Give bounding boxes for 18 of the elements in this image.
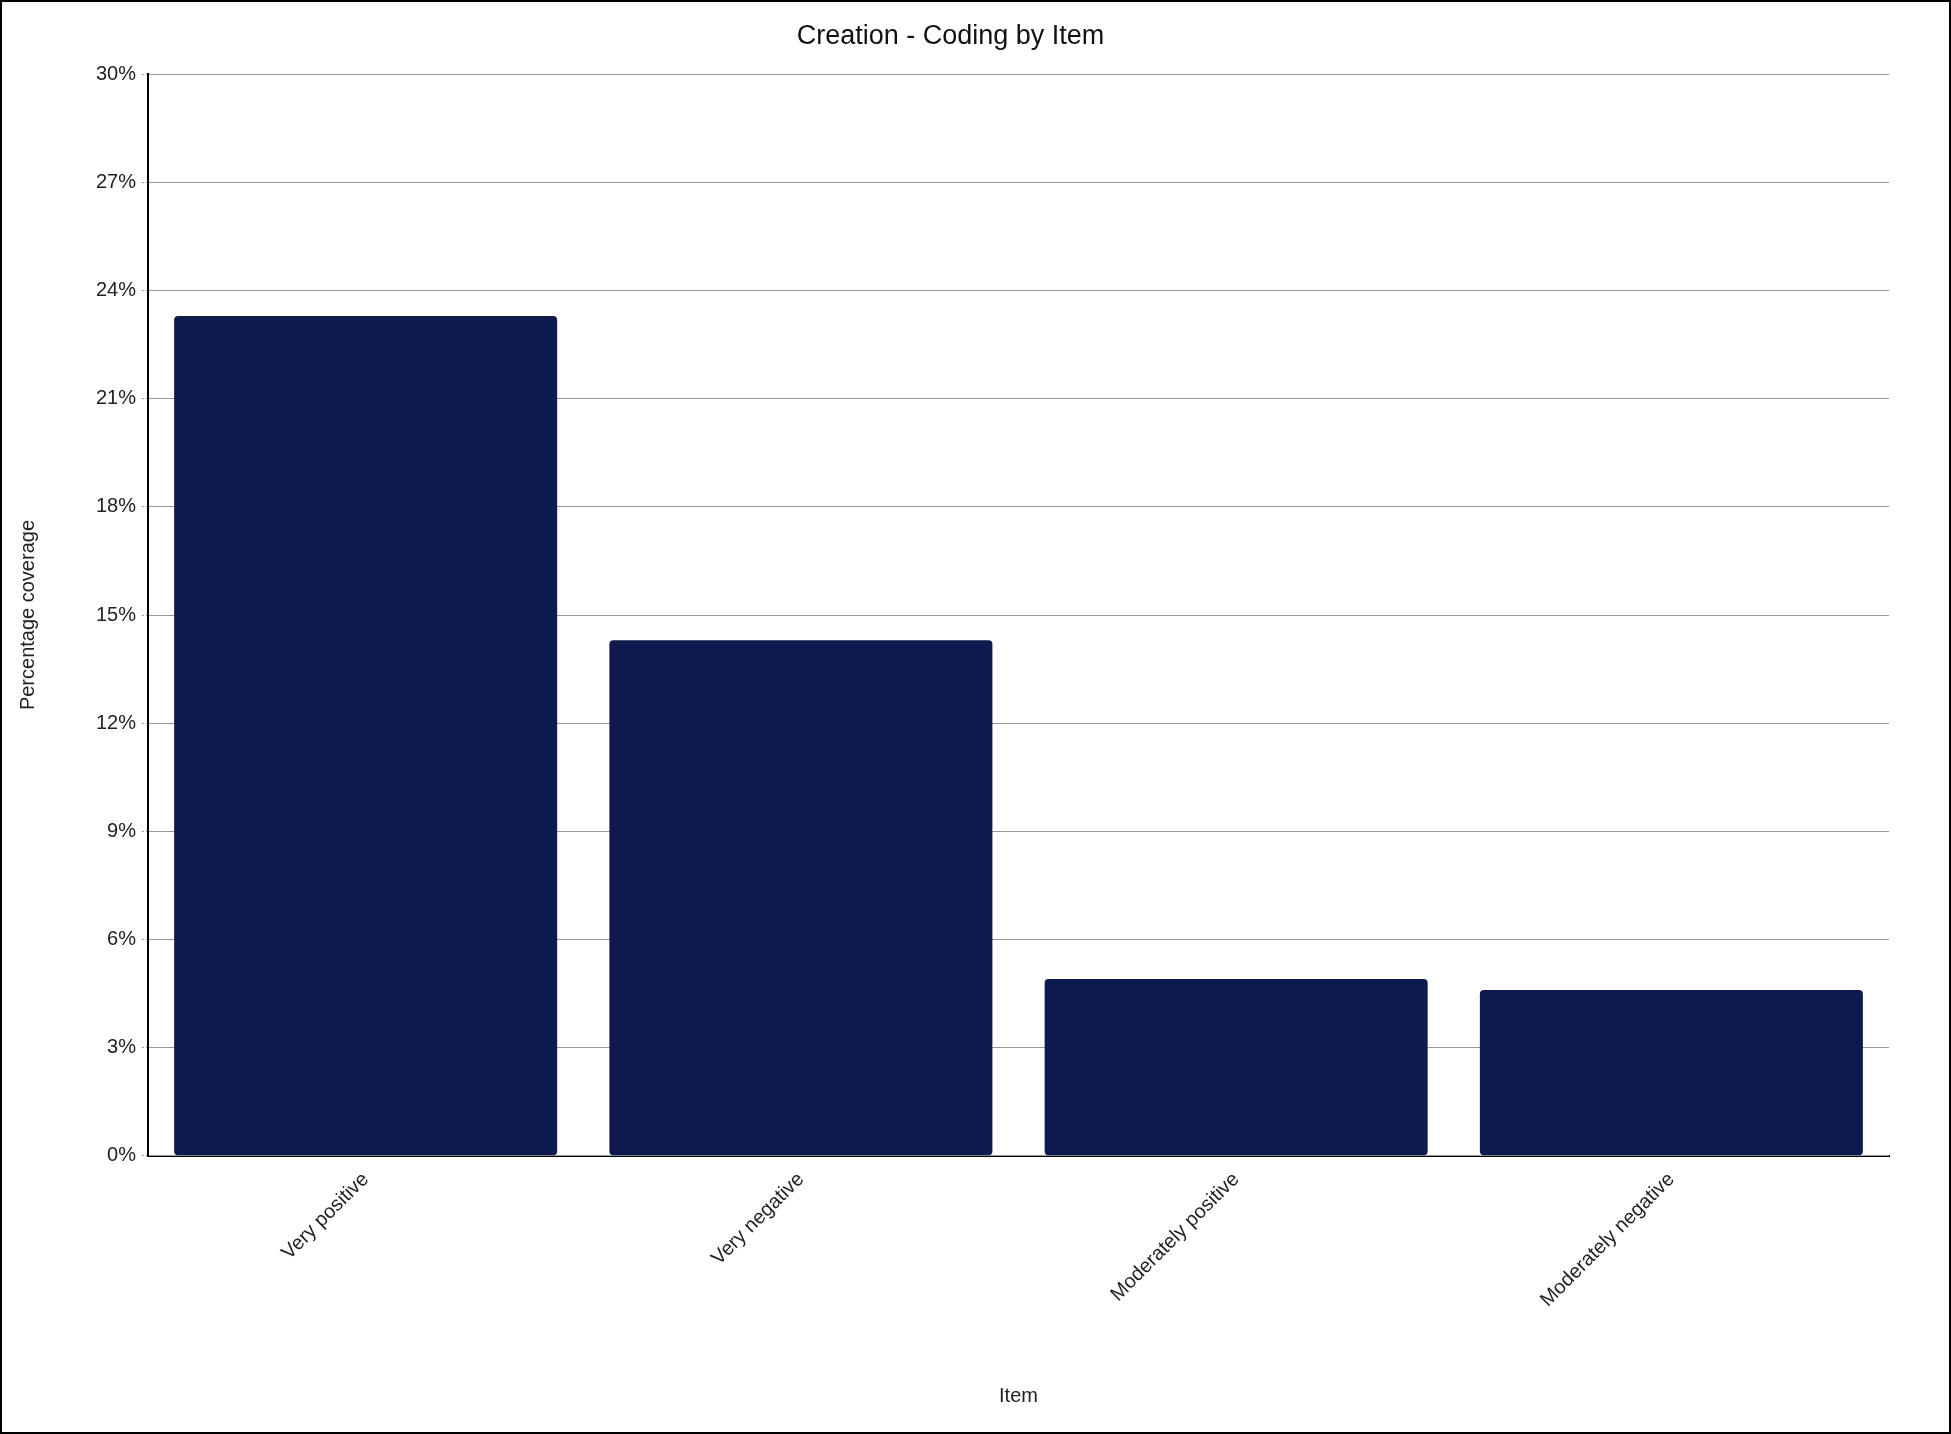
bar: [609, 640, 993, 1156]
y-tick-label: 12%: [96, 710, 137, 733]
y-axis-title: Percentage coverage: [15, 519, 38, 711]
bar: [1479, 989, 1863, 1156]
y-tick-label: 3%: [107, 1035, 137, 1058]
y-tick-label: 9%: [107, 818, 137, 841]
bar: [174, 315, 558, 1156]
x-axis-title: Item: [999, 1383, 1038, 1406]
y-tick-label: 6%: [107, 926, 137, 949]
bar: [1044, 979, 1428, 1156]
y-tick-label: 0%: [107, 1143, 137, 1166]
y-tick-label: 30%: [96, 61, 137, 84]
y-tick-label: 27%: [96, 170, 137, 193]
y-tick-label: 15%: [96, 602, 137, 625]
y-tick-label: 24%: [96, 278, 137, 301]
y-tick-label: 21%: [96, 386, 137, 409]
y-tick-label: 18%: [96, 494, 137, 517]
chart-title: Creation - Coding by Item: [796, 19, 1105, 50]
